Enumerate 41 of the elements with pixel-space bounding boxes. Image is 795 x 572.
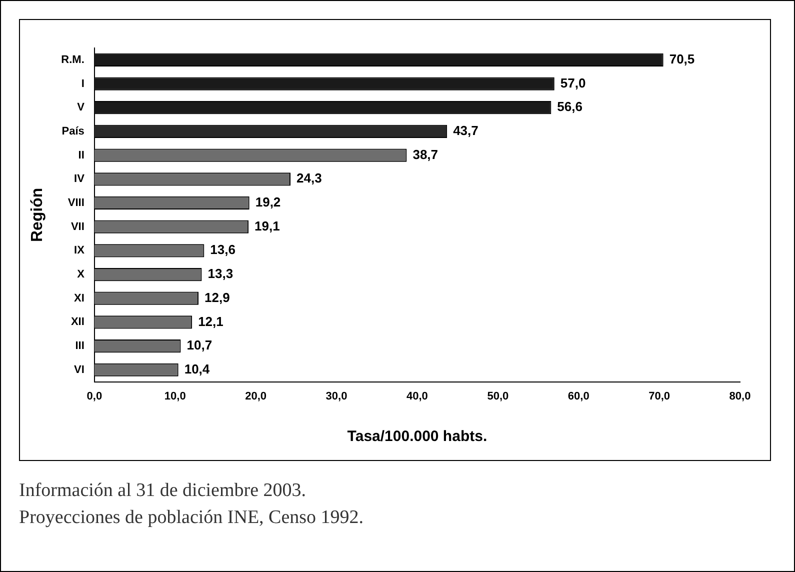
data-label: 19,2: [255, 194, 281, 210]
text: Información al 31 de diciembre 2003.: [19, 479, 308, 503]
y-tick-label: I: [81, 78, 84, 90]
data-label: 10,4: [184, 361, 210, 376]
data-label: 24,3: [296, 170, 322, 186]
data-label: 56,6: [557, 99, 582, 114]
data-label: 13,3: [208, 266, 234, 282]
data-label: 43,7: [453, 123, 478, 138]
data-label: 70,5: [669, 52, 695, 66]
data-label: 57,0: [560, 75, 586, 90]
y-tick-label: X: [77, 268, 86, 281]
x-tick-label: 50,0: [487, 390, 509, 402]
data-label: 19,1: [254, 218, 280, 234]
y-tick-label: XII: [70, 316, 84, 328]
x-tick-label: 40,0: [406, 390, 428, 402]
y-tick-label: VIII: [68, 197, 84, 210]
text: Proyecciones de población INE, Censo 1992.: [19, 506, 364, 530]
x-tick-label: 60,0: [568, 390, 590, 402]
x-tick-label: 70,0: [648, 390, 670, 402]
x-tick-label: 0,0: [86, 390, 102, 402]
x-tick-label: 30,0: [326, 390, 348, 402]
y-tick-label: VII: [70, 220, 84, 233]
y-tick-label: V: [77, 102, 86, 114]
data-label: 10,7: [186, 338, 212, 353]
x-tick-label: 10,0: [164, 390, 186, 402]
x-tick-label: 20,0: [245, 390, 267, 402]
data-label: 12,1: [198, 314, 224, 329]
data-label: 38,7: [412, 146, 438, 162]
y-tick-label: VI: [74, 364, 84, 376]
y-tick-label: III: [75, 340, 84, 352]
y-tick-label: IX: [74, 244, 86, 257]
y-axis-title: Región: [29, 188, 46, 242]
y-tick-label: XI: [74, 292, 84, 304]
data-label: 12,9: [204, 290, 230, 305]
data-label: 13,6: [210, 242, 236, 258]
x-axis-title: Tasa/100.000 habts.: [347, 428, 488, 446]
y-tick-label: R.M.: [61, 54, 84, 66]
x-tick-label: 80,0: [729, 390, 751, 402]
y-tick-label: II: [78, 149, 84, 162]
y-tick-label: País: [62, 125, 84, 138]
y-tick-label: IV: [74, 173, 86, 186]
